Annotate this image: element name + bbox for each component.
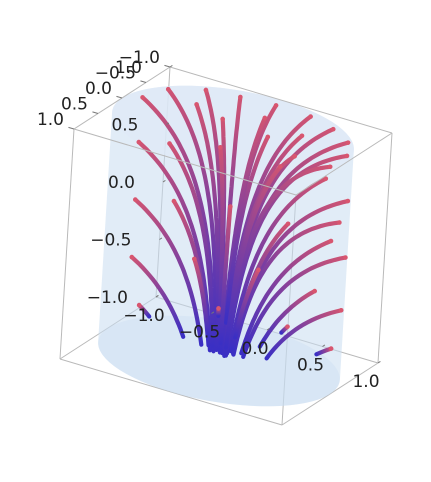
streamline bbox=[192, 256, 210, 339]
streamline-start bbox=[133, 197, 138, 202]
streamline-start bbox=[129, 254, 135, 260]
streamline-start bbox=[344, 153, 350, 159]
streamline-start bbox=[136, 302, 142, 308]
streamline-start bbox=[323, 176, 329, 181]
streamline-start bbox=[343, 255, 348, 260]
streamline-start bbox=[228, 204, 233, 209]
streamline-start bbox=[140, 95, 145, 100]
streamline bbox=[228, 176, 328, 354]
streamline-start bbox=[273, 103, 279, 108]
z-tick-mark bbox=[169, 65, 173, 68]
streamline bbox=[257, 289, 317, 349]
box-edge bbox=[295, 132, 393, 196]
streamline-start bbox=[328, 238, 334, 244]
x-tick-label: 0.0 bbox=[241, 339, 268, 359]
streamline-start bbox=[218, 145, 223, 150]
streamline-start bbox=[345, 198, 351, 204]
bounding-box-front bbox=[73, 66, 393, 364]
streamline bbox=[233, 267, 261, 340]
streamline-start bbox=[256, 267, 261, 273]
box-edge bbox=[377, 132, 393, 364]
z-axis-ticks: −1.0 −0.5 0.0 0.5 1.0 bbox=[87, 58, 142, 308]
streamlines bbox=[129, 86, 351, 361]
z-tick-label: 1.0 bbox=[115, 58, 142, 78]
x-tick-mark bbox=[322, 344, 326, 347]
x-tick-label: 0.5 bbox=[297, 356, 324, 376]
cylinder-bottom bbox=[98, 315, 340, 407]
x-tick-mark bbox=[377, 361, 381, 364]
streamline bbox=[218, 204, 233, 346]
y-tick-label: 0.5 bbox=[61, 95, 88, 115]
streamline-start bbox=[192, 256, 197, 262]
streamline-start bbox=[308, 114, 313, 119]
y-tick-mark bbox=[92, 111, 99, 114]
x-tick-mark bbox=[211, 311, 215, 314]
x-tick-label: 1.0 bbox=[352, 372, 379, 392]
y-axis-ticks: −1.0 −0.5 0.0 0.5 1.0 bbox=[37, 48, 160, 130]
streamline-start bbox=[312, 288, 317, 294]
box-edge bbox=[281, 362, 379, 426]
y-tick-label: 1.0 bbox=[37, 110, 64, 130]
streamline bbox=[314, 346, 334, 357]
z-tick-label: 0.5 bbox=[111, 116, 138, 136]
axis-ticks: −1.0 −0.5 0.0 0.5 1.0 −1.0 −0.5 0.0 0.5 … bbox=[37, 48, 381, 392]
y-tick-mark bbox=[164, 64, 171, 68]
streamline bbox=[166, 87, 218, 349]
z-tick-label: −1.0 bbox=[87, 288, 128, 308]
streamline-start bbox=[165, 86, 171, 92]
streamline-start bbox=[299, 133, 305, 139]
streamline bbox=[167, 141, 215, 349]
streamline-start bbox=[345, 140, 351, 145]
streamline-start bbox=[167, 141, 172, 146]
z-tick-mark bbox=[162, 180, 166, 183]
streamline-start bbox=[262, 115, 268, 121]
z-tick-label: −0.5 bbox=[90, 231, 131, 251]
streamline-start bbox=[171, 198, 177, 204]
streamline bbox=[231, 220, 342, 357]
box-edge bbox=[59, 128, 75, 360]
y-tick-label: 0.0 bbox=[85, 79, 112, 99]
streamline bbox=[223, 164, 283, 350]
box-edge bbox=[73, 128, 297, 196]
z-tick-mark bbox=[166, 122, 170, 125]
streamline bbox=[137, 303, 152, 319]
y-tick-label: −1.0 bbox=[119, 48, 160, 68]
streamline-start bbox=[338, 308, 344, 313]
y-tick-label: −0.5 bbox=[95, 64, 136, 84]
y-tick-mark bbox=[116, 95, 123, 99]
z-tick-mark bbox=[155, 295, 159, 298]
streamline bbox=[223, 134, 270, 325]
streamline-start bbox=[238, 94, 243, 100]
streamline-start bbox=[292, 153, 297, 159]
streamline-start bbox=[328, 346, 334, 351]
streamline-start bbox=[194, 102, 199, 107]
streamline bbox=[241, 255, 348, 359]
streamline-start bbox=[285, 324, 290, 329]
streamline-start bbox=[330, 126, 336, 132]
x-axis-ticks: −1.0 −0.5 0.0 0.5 1.0 bbox=[123, 306, 379, 392]
y-tick-mark bbox=[68, 126, 75, 130]
streamline bbox=[133, 197, 204, 347]
streamline-start bbox=[285, 221, 291, 227]
x-tick-mark bbox=[266, 328, 270, 331]
streamline-start bbox=[216, 306, 221, 311]
streamline-start bbox=[337, 220, 342, 225]
streamline-start bbox=[265, 134, 271, 140]
streamline-start bbox=[203, 87, 209, 93]
streamline-start bbox=[278, 164, 283, 169]
y-tick-mark bbox=[140, 80, 147, 83]
box-edge bbox=[169, 66, 393, 134]
streamline-start bbox=[327, 164, 333, 170]
box-edge bbox=[59, 358, 283, 426]
streamline bbox=[239, 238, 334, 356]
z-tick-mark bbox=[159, 237, 163, 240]
x-tick-label: −1.0 bbox=[123, 306, 164, 326]
x-tick-label: −0.5 bbox=[179, 323, 220, 343]
streamline bbox=[264, 308, 344, 361]
z-tick-label: 0.0 bbox=[108, 173, 135, 193]
streamline-start bbox=[220, 116, 225, 122]
streamline-start bbox=[136, 139, 142, 145]
streamline bbox=[129, 255, 186, 339]
